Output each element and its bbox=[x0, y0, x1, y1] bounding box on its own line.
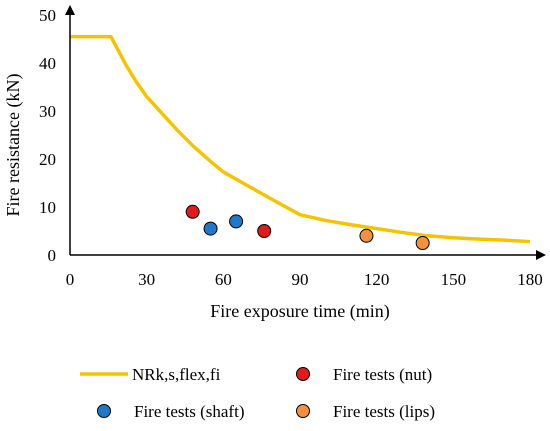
legend-label-fire-tests-lips: Fire tests (lips) bbox=[333, 402, 435, 421]
x-axis-arrow bbox=[536, 250, 546, 260]
point-fire-tests-nut bbox=[257, 224, 272, 238]
legend: NRk,s,flex,fi Fire tests (nut) Fire tests … bbox=[80, 365, 435, 421]
x-tick-label: 30 bbox=[138, 270, 155, 289]
legend-label-fire-tests-shaft: Fire tests (shaft) bbox=[134, 402, 244, 421]
legend-label-nrk-s-flex-fi: NRk,s,flex,fi bbox=[132, 365, 221, 384]
point-fire-tests-shaft bbox=[229, 214, 244, 229]
x-tick-label: 90 bbox=[292, 270, 309, 289]
point-fire-tests-nut bbox=[185, 204, 200, 219]
legend-swatch-fire-tests-nut bbox=[296, 367, 310, 381]
y-axis-arrow bbox=[65, 5, 75, 15]
legend-label-fire-tests-nut: Fire tests (nut) bbox=[333, 365, 432, 384]
x-tick-label: 60 bbox=[215, 270, 232, 289]
legend-swatch-fire-tests-lips bbox=[296, 404, 310, 418]
x-axis-title: Fire exposure time (min) bbox=[210, 301, 389, 322]
y-tick-label: 50 bbox=[39, 6, 56, 25]
x-tick-label: 0 bbox=[66, 270, 75, 289]
y-tick-label: 30 bbox=[39, 102, 56, 121]
point-fire-tests-shaft bbox=[203, 221, 218, 236]
point-fire-tests-lips bbox=[359, 228, 374, 243]
x-tick-label: 120 bbox=[364, 270, 390, 289]
y-axis-title: Fire resistance (kN) bbox=[3, 74, 24, 217]
y-tick-label: 10 bbox=[39, 198, 56, 217]
y-tick-label: 20 bbox=[39, 150, 56, 169]
y-tick-label: 0 bbox=[48, 246, 57, 265]
legend-swatch-fire-tests-shaft bbox=[97, 404, 111, 418]
y-tick-label: 40 bbox=[39, 54, 56, 73]
axes: 0 30 60 90 120 150 180 0 10 20 30 40 50 Fire exposure… bbox=[3, 5, 546, 322]
x-tick-label: 150 bbox=[441, 270, 467, 289]
series-line-nrk bbox=[70, 34, 531, 244]
plot-area bbox=[70, 34, 531, 250]
x-tick-label: 180 bbox=[517, 270, 543, 289]
point-fire-tests-lips bbox=[415, 236, 430, 250]
